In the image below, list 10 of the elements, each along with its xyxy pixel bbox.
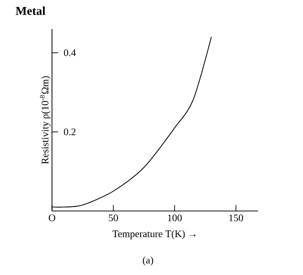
x-tick-label: 50 <box>108 214 118 222</box>
x-axis-title: Temperature T(K) → <box>112 230 196 240</box>
text: (a) <box>142 256 154 266</box>
y-axis-title: Resistivity ρ(10$^{-8}$Ωm) <box>40 76 50 164</box>
x-tick-label: 150 <box>229 214 244 222</box>
y-tick-label: 0.2 <box>64 128 76 136</box>
chart-title: Metal <box>16 6 46 15</box>
y-tick-label: 0.4 <box>64 49 76 56</box>
x-tick-label: O <box>48 214 56 222</box>
x-tick-label: 100 <box>168 214 182 222</box>
